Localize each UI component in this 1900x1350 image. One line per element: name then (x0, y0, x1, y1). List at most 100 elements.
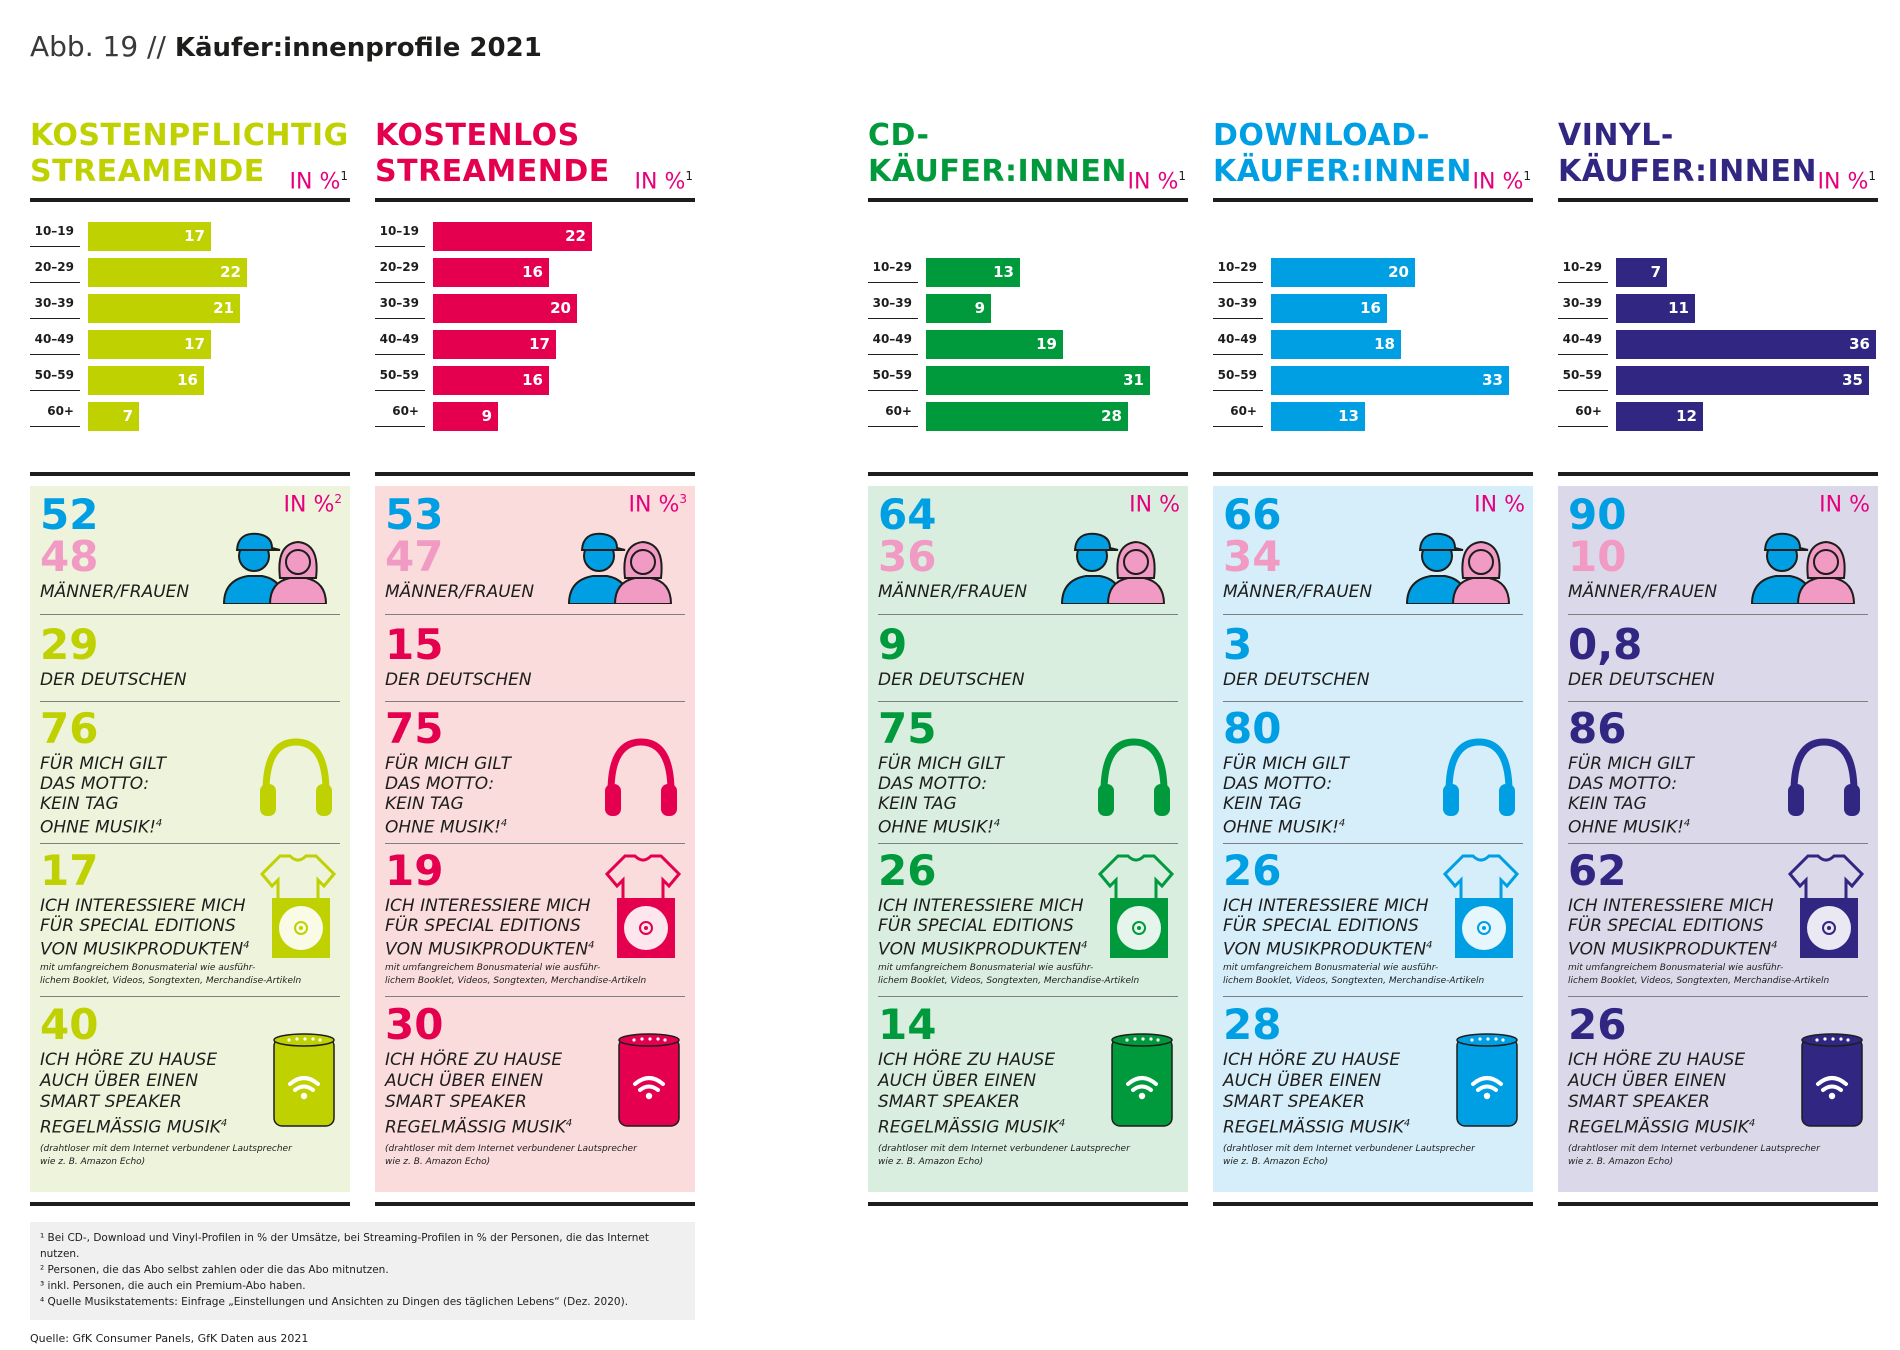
smart-speaker-footnote-ref: 4 (1058, 1118, 1066, 1129)
bar-value-label: 31 (1123, 371, 1144, 389)
germans-label: DER DEUTSCHEN (40, 670, 187, 690)
column-title: CD- KÄUFER:INNEN (868, 118, 1127, 189)
smart-speaker-section: 26 ICH HÖRE ZU HAUSE AUCH ÜBER EINEN SMAR… (1568, 1004, 1868, 1169)
motto-text: FÜR MICH GILT DAS MOTTO: KEIN TAG OHNE M… (1223, 754, 1350, 838)
germans-label: DER DEUTSCHEN (385, 670, 532, 690)
profile-panel: IN % 90 10 MÄNNER/FRAUEN 0,8 DER DEUTSCHEN 86 F… (1558, 486, 1878, 1192)
unit-footnote-ref: 1 (340, 168, 348, 183)
shirt-cd-icon (1097, 852, 1175, 966)
motto-text: FÜR MICH GILT DAS MOTTO: KEIN TAG OHNE M… (878, 754, 1005, 838)
germans-section: 15 DER DEUTSCHEN (385, 620, 685, 691)
special-editions-section: 62 ICH INTERESSIERE MICH FÜR SPECIAL EDIT… (1568, 850, 1868, 988)
bar-value-label: 12 (1676, 407, 1697, 425)
special-editions-footnote-ref: 4 (1081, 940, 1088, 951)
age-underline (868, 426, 918, 427)
age-group-label: 10–19 (379, 224, 419, 238)
header-rule (1558, 198, 1878, 202)
unit-footnote-ref: 1 (1178, 168, 1186, 183)
age-group-label: 10–29 (1217, 260, 1257, 274)
panel-unit: IN %2 (284, 492, 342, 517)
section-rule (868, 472, 1188, 476)
special-editions-text: ICH INTERESSIERE MICH FÜR SPECIAL EDITIO… (385, 896, 591, 960)
age-bar: 28 (926, 402, 1128, 431)
bar-row: 10–29 13 (868, 258, 1188, 288)
bar-row: 60+ 7 (30, 402, 350, 432)
smart-speaker-note: (drahtloser mit dem Internet verbundener… (878, 1143, 1130, 1167)
age-group-label: 30–39 (379, 296, 419, 310)
motto-share: 75 (385, 704, 444, 753)
motto-share: 86 (1568, 704, 1627, 753)
special-editions-share: 62 (1568, 846, 1627, 895)
smart-speaker-label: ICH HÖRE ZU HAUSE AUCH ÜBER EINEN SMART … (1223, 1050, 1523, 1139)
section-divider (40, 614, 340, 615)
profile-column: CD- KÄUFER:INNEN IN %1 10–29 13 30–39 9 40–49 1… (868, 118, 1188, 1206)
age-underline (30, 390, 80, 391)
age-group-label: 50–59 (379, 368, 419, 382)
column-header: KOSTENLOS STREAMENDE IN %1 (375, 118, 695, 194)
special-editions-footnote-ref: 4 (1426, 940, 1433, 951)
smart-speaker-icon (272, 1032, 336, 1132)
motto-section: 75 FÜR MICH GILT DAS MOTTO: KEIN TAG OHNE… (385, 708, 685, 838)
shirt-cd-icon (259, 852, 337, 966)
headphones-icon (258, 736, 334, 824)
motto-section: 80 FÜR MICH GILT DAS MOTTO: KEIN TAG OHNE… (1223, 708, 1523, 838)
germans-share: 15 (385, 620, 444, 669)
men-share: 90 (1568, 490, 1627, 539)
section-divider (1223, 843, 1523, 844)
gender-label: MÄNNER/FRAUEN (1568, 582, 1718, 602)
footnote-3: ³ inkl. Personen, die auch ein Premium-A… (40, 1280, 306, 1292)
smart-speaker-icon (1800, 1032, 1864, 1132)
section-divider (385, 996, 685, 997)
shirt-cd-icon (1787, 852, 1865, 966)
bar-row: 30–39 20 (375, 294, 695, 324)
column-unit: IN %1 (1473, 169, 1531, 194)
smart-speaker-footnote-ref: 4 (565, 1118, 573, 1129)
age-group-label: 30–39 (872, 296, 912, 310)
smart-speaker-icon (1455, 1032, 1519, 1132)
bar-row: 40–49 36 (1558, 330, 1878, 360)
column-unit: IN %1 (290, 169, 348, 194)
bar-value-label: 35 (1842, 371, 1863, 389)
age-group-label: 60+ (1230, 404, 1257, 418)
section-divider (878, 701, 1178, 702)
motto-footnote-ref: 4 (1683, 818, 1691, 829)
section-rule (30, 472, 350, 476)
profile-column: VINYL- KÄUFER:INNEN IN %1 10–29 7 30–39 11 40–… (1558, 118, 1878, 1206)
smart-speaker-note: (drahtloser mit dem Internet verbundener… (1568, 1143, 1820, 1167)
age-group-label: 60+ (1575, 404, 1602, 418)
bar-row: 60+ 9 (375, 402, 695, 432)
age-group-label: 50–59 (34, 368, 74, 382)
bar-row: 30–39 11 (1558, 294, 1878, 324)
woman-icon (1796, 540, 1856, 605)
special-editions-footnote-ref: 4 (243, 940, 250, 951)
section-divider (1223, 701, 1523, 702)
special-editions-share: 26 (878, 846, 937, 895)
woman-icon (268, 540, 328, 605)
smart-speaker-label: ICH HÖRE ZU HAUSE AUCH ÜBER EINEN SMART … (385, 1050, 685, 1139)
age-underline (30, 426, 80, 427)
profile-column: KOSTENPFLICHTIG STREAMENDE IN %1 10–19 17 20… (30, 118, 350, 1206)
panel-unit: IN %3 (629, 492, 687, 517)
shirt-cd-icon (604, 852, 682, 966)
motto-share: 75 (878, 704, 937, 753)
motto-share: 76 (40, 704, 99, 753)
bar-row: 50–59 35 (1558, 366, 1878, 396)
column-header: VINYL- KÄUFER:INNEN IN %1 (1558, 118, 1878, 194)
smart-speaker-text: ICH HÖRE ZU HAUSE AUCH ÜBER EINEN SMART … (1223, 1050, 1404, 1138)
age-group-label: 40–49 (379, 332, 419, 346)
man-icon (222, 532, 286, 605)
special-editions-note: mit umfangreichem Bonusmaterial wie ausf… (1568, 962, 1830, 986)
column-header: CD- KÄUFER:INNEN IN %1 (868, 118, 1188, 194)
motto-text: FÜR MICH GILT DAS MOTTO: KEIN TAG OHNE M… (40, 754, 167, 838)
smart-speaker-note: (drahtloser mit dem Internet verbundener… (385, 1143, 637, 1167)
age-bar: 12 (1616, 402, 1703, 431)
panel-unit-label: IN % (1819, 492, 1870, 518)
column-header: DOWNLOAD- KÄUFER:INNEN IN %1 (1213, 118, 1533, 194)
headphones-icon (1786, 736, 1862, 824)
header-rule (30, 198, 350, 202)
section-divider (40, 843, 340, 844)
bar-value-label: 13 (993, 263, 1014, 281)
smart-speaker-section: 28 ICH HÖRE ZU HAUSE AUCH ÜBER EINEN SMAR… (1223, 1004, 1523, 1169)
motto-label: FÜR MICH GILT DAS MOTTO: KEIN TAG OHNE M… (878, 754, 1178, 838)
motto-label: FÜR MICH GILT DAS MOTTO: KEIN TAG OHNE M… (385, 754, 685, 838)
